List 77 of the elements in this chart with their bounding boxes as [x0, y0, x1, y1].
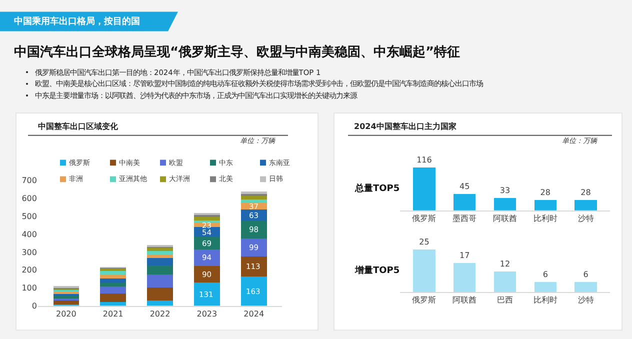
bar: [240, 238, 267, 256]
bar: [413, 168, 436, 210]
text: 中国汽车出口全球格局呈现“俄罗斯主导、欧盟与中南美稳固、中东崛起”特征: [14, 44, 460, 60]
bar: [494, 272, 516, 292]
chart-title: 2024中国整车出口主力国家: [354, 121, 456, 131]
bar: [240, 220, 267, 238]
bar: [53, 300, 80, 304]
bar: [100, 286, 126, 294]
bar: [194, 282, 220, 306]
bar: [147, 274, 173, 288]
data-label: 6: [583, 270, 588, 279]
bar: [194, 249, 220, 266]
bar: [194, 216, 220, 220]
y-tick-label: 400: [22, 230, 37, 239]
y-tick-label: 600: [22, 194, 37, 203]
x-tick-label: 2020: [56, 309, 76, 318]
x-tick-label: 2022: [150, 309, 170, 318]
bar: [147, 287, 173, 301]
bar: [494, 198, 516, 210]
y-axis-title: 增量TOP5: [354, 265, 400, 276]
bar: [534, 200, 556, 210]
x-tick-label: 沙特: [578, 296, 594, 305]
x-tick-label: 俄罗斯: [412, 296, 436, 305]
y-tick-label: 0: [32, 302, 37, 311]
bar: [147, 254, 173, 258]
bar: [240, 210, 267, 221]
data-label: 116: [416, 156, 432, 165]
bar: [240, 256, 267, 277]
data-label: 28: [540, 188, 550, 198]
bar: [147, 258, 173, 266]
x-tick-label: 阿联酋: [493, 214, 517, 223]
data-label: 45: [460, 182, 470, 191]
text: 中国乘用车出口格局，按目的国: [14, 16, 140, 27]
x-tick-label: 巴西: [497, 296, 513, 305]
y-tick-label: 300: [22, 248, 37, 257]
bar: [574, 282, 597, 292]
x-tick-label: 墨西哥: [452, 214, 477, 223]
bar: [194, 236, 220, 250]
bar: [100, 274, 126, 278]
data-label: 6: [542, 270, 548, 279]
bar: [413, 249, 436, 292]
bar: [147, 300, 173, 306]
bar: [240, 276, 267, 306]
data-label: 28: [580, 188, 591, 198]
x-tick-label: 比利时: [533, 296, 558, 305]
bar: [240, 196, 267, 200]
y-tick-label: 700: [22, 176, 37, 185]
data-label: 25: [419, 237, 430, 246]
data-label: 33: [500, 186, 510, 196]
bar: [53, 296, 80, 299]
bar: [454, 263, 476, 292]
x-tick-label: 俄罗斯: [412, 214, 436, 223]
data-label: 12: [500, 260, 510, 269]
bar: [454, 194, 476, 210]
bar: [574, 200, 597, 210]
y-tick-label: 200: [22, 266, 37, 275]
bar: [100, 293, 126, 302]
bar: [194, 266, 220, 282]
bar: [534, 282, 556, 292]
bar: [147, 251, 173, 254]
bar: [100, 278, 126, 282]
x-tick-label: 阿联酋: [452, 296, 477, 305]
bar: [100, 302, 126, 306]
y-tick-label: 500: [22, 212, 37, 221]
x-tick-label: 2021: [102, 309, 124, 318]
chart-title: 中国整车出口区域变化: [38, 121, 119, 131]
x-tick-label: 2023: [196, 309, 218, 318]
bar: [147, 248, 173, 252]
x-tick-label: 比利时: [533, 214, 558, 223]
bar: [240, 199, 267, 203]
y-tick-label: 100: [22, 284, 37, 293]
y-axis-title: 总量TOP5: [354, 183, 400, 194]
x-tick-label: 2024: [244, 309, 264, 318]
x-tick-label: 沙特: [578, 214, 594, 223]
bar: [147, 266, 173, 275]
data-label: 17: [460, 251, 470, 260]
bar: [100, 282, 126, 287]
